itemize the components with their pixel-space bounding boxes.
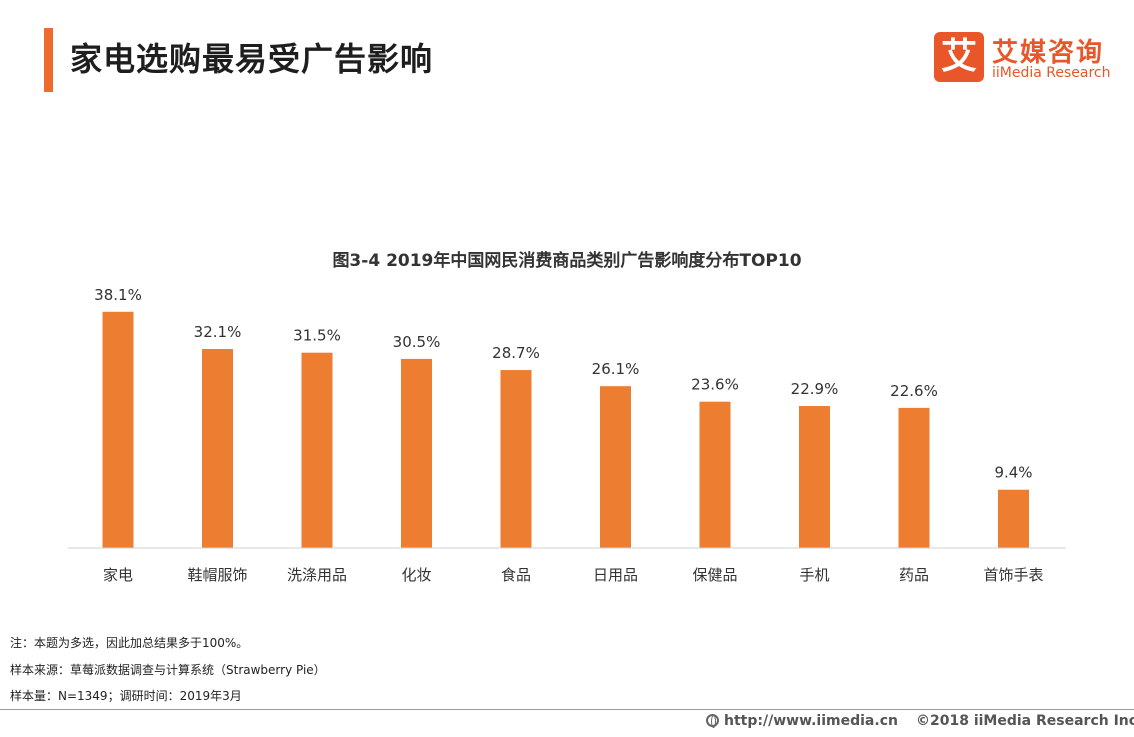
category-label-2: 洗涤用品 — [287, 566, 347, 584]
data-label-9: 9.4% — [994, 464, 1032, 482]
footnote-sample: 样本量：N=1349；调研时间：2019年3月 — [10, 689, 242, 703]
category-label-9: 首饰手表 — [983, 566, 1043, 584]
data-label-0: 38.1% — [94, 286, 142, 304]
category-label-4: 食品 — [501, 566, 531, 584]
footer-copyright: ©2018 iiMedia Research Inc — [916, 713, 1134, 729]
data-label-3: 30.5% — [393, 333, 441, 351]
title-accent-bar — [44, 28, 53, 92]
data-label-5: 26.1% — [592, 360, 640, 378]
footnote-source: 样本来源：草莓派数据调查与计算系统（Strawberry Pie） — [10, 663, 326, 677]
logo-mark-icon: 艾 — [934, 32, 984, 82]
iimedia-logo: 艾 艾媒咨询 iiMedia Research — [934, 32, 1114, 84]
footnote-note: 注：本题为多选，因此加总结果多于100%。 — [10, 636, 249, 650]
bar-7 — [799, 406, 830, 548]
logo-name-en: iiMedia Research — [992, 65, 1111, 81]
bar-6 — [699, 401, 731, 548]
footer-divider — [0, 709, 1134, 710]
data-label-6: 23.6% — [691, 376, 739, 394]
category-label-8: 药品 — [899, 566, 929, 584]
category-label-3: 化妆 — [401, 566, 431, 584]
footer-url-text[interactable]: http://www.iimedia.cn — [724, 713, 898, 729]
category-label-6: 保健品 — [692, 566, 737, 584]
bar-8 — [898, 407, 930, 548]
data-label-1: 32.1% — [194, 323, 242, 341]
data-label-7: 22.9% — [791, 380, 839, 398]
globe-icon — [706, 714, 719, 728]
category-label-0: 家电 — [103, 566, 133, 584]
bar-3 — [401, 358, 432, 548]
category-label-7: 手机 — [799, 566, 829, 584]
bar-chart: 38.1% 家电 32.1% 鞋帽服饰 31.5% 洗涤用品 30.5% 化妆 28.7% 食品 2… — [68, 286, 1066, 584]
data-label-8: 22.6% — [890, 382, 938, 400]
bar-5 — [600, 386, 631, 548]
category-label-5: 日用品 — [593, 566, 638, 584]
bar-4 — [500, 370, 532, 548]
bar-2 — [301, 352, 333, 548]
bar-1 — [202, 348, 233, 548]
chart-title: 图3-4 2019年中国网民消费商品类别广告影响度分布TOP10 — [332, 251, 802, 271]
logo-name-cn: 艾媒咨询 — [992, 38, 1105, 68]
data-label-4: 28.7% — [492, 344, 540, 362]
data-label-2: 31.5% — [293, 327, 341, 345]
page-title: 家电选购最易受广告影响 — [70, 40, 434, 78]
bar-9 — [998, 489, 1029, 548]
bar-0 — [102, 311, 134, 548]
category-label-1: 鞋帽服饰 — [187, 566, 247, 584]
footer-url[interactable]: http://www.iimedia.cn — [706, 713, 898, 729]
